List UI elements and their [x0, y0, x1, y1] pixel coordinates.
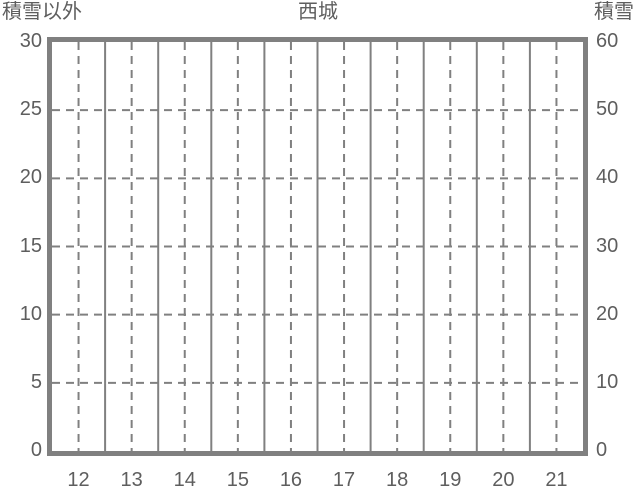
x-axis-tick-21: 21	[545, 469, 568, 491]
x-axis-tick-12: 12	[67, 469, 90, 491]
y-axis-left-tick-15: 15	[19, 234, 42, 257]
left-axis-title: 積雪以外	[2, 1, 82, 23]
plot-inner	[52, 42, 583, 451]
y-axis-right-tick-50: 50	[596, 98, 619, 121]
y-axis-right-tick-60: 60	[596, 30, 619, 52]
x-axis-tick-13: 13	[120, 469, 143, 491]
y-axis-right-tick-40: 40	[596, 166, 619, 189]
y-axis-right-tick-20: 20	[596, 302, 619, 325]
x-axis-tick-18: 18	[386, 469, 409, 491]
right-axis-title: 積雪	[594, 1, 634, 23]
gridlines	[52, 42, 583, 451]
y-axis-left-tick-20: 20	[19, 166, 42, 189]
page-title: 西城	[298, 1, 338, 23]
y-axis-left-tick-30: 30	[19, 30, 42, 52]
y-axis-right-tick-10: 10	[596, 370, 619, 393]
x-axis-tick-16: 16	[279, 469, 303, 491]
y-axis-left-tick-5: 5	[30, 370, 42, 393]
y-axis-left-tick-25: 25	[19, 98, 42, 121]
y-axis-left-tick-10: 10	[19, 302, 42, 325]
x-axis-tick-14: 14	[173, 469, 196, 491]
y-axis-left-tick-0: 0	[30, 439, 42, 461]
plot-area	[47, 37, 588, 456]
x-axis-tick-20: 20	[492, 469, 515, 491]
x-axis-tick-19: 19	[439, 469, 462, 491]
x-axis-tick-15: 15	[226, 469, 249, 491]
x-axis-tick-17: 17	[332, 469, 356, 491]
y-axis-right-tick-30: 30	[596, 234, 619, 257]
y-axis-right-tick-0: 0	[596, 439, 608, 461]
